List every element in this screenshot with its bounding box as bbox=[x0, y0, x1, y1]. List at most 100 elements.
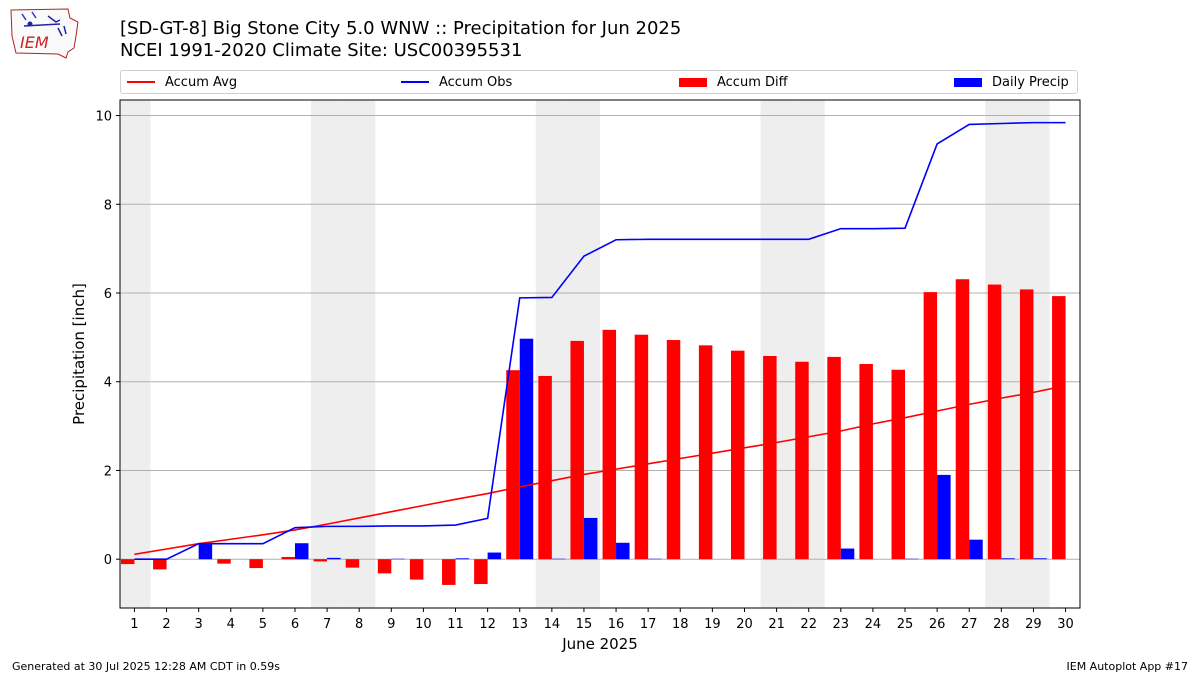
daily-precip-bar bbox=[583, 517, 598, 560]
accum-diff-bar bbox=[1019, 289, 1034, 560]
accum-diff-bar bbox=[474, 559, 488, 585]
accum-diff-bar bbox=[345, 559, 360, 568]
x-axis-label: June 2025 bbox=[561, 635, 638, 653]
accum-diff-bar bbox=[634, 334, 649, 560]
accum-diff-bar bbox=[442, 559, 456, 585]
x-tick-label: 6 bbox=[291, 617, 299, 632]
daily-precip-bar bbox=[294, 543, 309, 560]
accum-diff-bar bbox=[827, 356, 841, 560]
x-tick-label: 27 bbox=[961, 617, 978, 632]
weekend-shade bbox=[343, 100, 376, 608]
accum-diff-bar bbox=[891, 369, 906, 560]
legend-label-accum-avg: Accum Avg bbox=[165, 74, 238, 90]
legend-label-accum-obs: Accum Obs bbox=[439, 74, 513, 90]
daily-precip-bar bbox=[616, 542, 630, 560]
x-tick-label: 13 bbox=[511, 617, 528, 632]
accum-diff-bar bbox=[923, 292, 938, 560]
x-tick-label: 21 bbox=[768, 617, 785, 632]
weekend-shade bbox=[311, 100, 344, 608]
legend-label-daily-precip: Daily Precip bbox=[992, 74, 1069, 90]
legend-swatch-daily-precip bbox=[954, 77, 982, 87]
daily-precip-bar bbox=[198, 543, 213, 560]
plot-frame bbox=[119, 99, 1081, 609]
accum-diff-bar bbox=[120, 559, 135, 565]
accum-diff-bar bbox=[730, 350, 745, 560]
accum-obs-line bbox=[134, 121, 1066, 561]
weekend-shade bbox=[120, 100, 151, 608]
y-tick-label: 4 bbox=[104, 376, 112, 391]
x-tick-label: 12 bbox=[479, 617, 496, 632]
x-tick-label: 19 bbox=[704, 617, 721, 632]
x-tick-label: 26 bbox=[929, 617, 946, 632]
accum-diff-bar bbox=[955, 279, 970, 560]
accum-diff-bar bbox=[281, 556, 295, 560]
legend-item-accum-diff: Accum Diff bbox=[679, 71, 788, 93]
daily-precip-bar bbox=[1001, 558, 1015, 560]
y-tick-label: 2 bbox=[104, 464, 112, 479]
daily-precip-bar bbox=[937, 474, 951, 560]
accum-diff-bar bbox=[763, 355, 777, 560]
x-tick-label: 15 bbox=[576, 617, 593, 632]
accum-diff-bar bbox=[409, 559, 424, 580]
x-tick-label: 29 bbox=[1025, 617, 1042, 632]
x-tick-label: 16 bbox=[608, 617, 625, 632]
x-tick-label: 9 bbox=[387, 617, 395, 632]
legend-item-accum-avg: Accum Avg bbox=[127, 71, 237, 93]
legend-label-accum-diff: Accum Diff bbox=[717, 74, 788, 90]
x-tick-label: 28 bbox=[993, 617, 1010, 632]
daily-precip-bar bbox=[455, 558, 470, 560]
generated-footer: Generated at 30 Jul 2025 12:28 AM CDT in… bbox=[12, 660, 280, 673]
accum-diff-bar bbox=[538, 375, 552, 560]
x-tick-label: 30 bbox=[1057, 617, 1074, 632]
x-tick-label: 18 bbox=[672, 617, 689, 632]
y-tick-label: 0 bbox=[104, 553, 112, 568]
x-tick-label: 8 bbox=[355, 617, 363, 632]
x-tick-label: 10 bbox=[415, 617, 432, 632]
legend-swatch-accum-diff bbox=[679, 77, 707, 87]
x-tick-label: 22 bbox=[800, 617, 817, 632]
accum-diff-bar bbox=[1052, 296, 1066, 560]
daily-precip-bar bbox=[1033, 558, 1047, 560]
daily-precip-bar bbox=[487, 552, 502, 560]
chart-legend: Accum Avg Accum Obs Accum Diff Daily Pre… bbox=[120, 70, 1078, 94]
x-tick-label: 17 bbox=[640, 617, 657, 632]
x-tick-label: 1 bbox=[130, 617, 138, 632]
iem-logo: IEM bbox=[10, 8, 79, 59]
x-tick-label: 4 bbox=[227, 617, 235, 632]
x-tick-label: 20 bbox=[736, 617, 753, 632]
accum-diff-bar bbox=[377, 559, 392, 574]
x-tick-label: 24 bbox=[865, 617, 882, 632]
accum-diff-bar bbox=[313, 559, 328, 562]
chart-title: [SD-GT-8] Big Stone City 5.0 WNW :: Prec… bbox=[120, 18, 682, 39]
daily-precip-bar bbox=[840, 548, 855, 560]
accum-diff-bar bbox=[666, 340, 681, 560]
y-tick-label: 8 bbox=[104, 198, 112, 213]
accum-diff-bar bbox=[602, 329, 617, 560]
x-tick-label: 11 bbox=[447, 617, 464, 632]
x-tick-label: 14 bbox=[544, 617, 561, 632]
legend-item-daily-precip: Daily Precip bbox=[954, 71, 1069, 93]
accum-diff-bar bbox=[795, 361, 809, 560]
chart-subtitle: NCEI 1991-2020 Climate Site: USC00395531 bbox=[120, 40, 523, 61]
accum-diff-bar bbox=[698, 345, 713, 560]
logo-text: IEM bbox=[20, 33, 49, 52]
y-tick-label: 6 bbox=[104, 287, 112, 302]
legend-swatch-accum-obs bbox=[401, 81, 429, 83]
x-tick-label: 2 bbox=[162, 617, 170, 632]
accum-diff-bar bbox=[249, 559, 263, 569]
accum-diff-bar bbox=[217, 559, 231, 564]
y-tick-label: 10 bbox=[95, 110, 112, 125]
x-tick-label: 23 bbox=[833, 617, 850, 632]
y-axis-label: Precipitation [inch] bbox=[70, 283, 88, 425]
daily-precip-bar bbox=[969, 539, 983, 560]
app-footer: IEM Autoplot App #17 bbox=[1066, 660, 1189, 673]
legend-swatch-accum-avg bbox=[127, 81, 155, 83]
accum-diff-bar bbox=[859, 363, 873, 560]
legend-item-accum-obs: Accum Obs bbox=[401, 71, 512, 93]
accum-diff-bar bbox=[506, 370, 520, 560]
x-tick-label: 5 bbox=[259, 617, 267, 632]
x-tick-label: 25 bbox=[897, 617, 914, 632]
daily-precip-bar bbox=[519, 338, 534, 560]
accum-diff-bar bbox=[570, 340, 584, 560]
